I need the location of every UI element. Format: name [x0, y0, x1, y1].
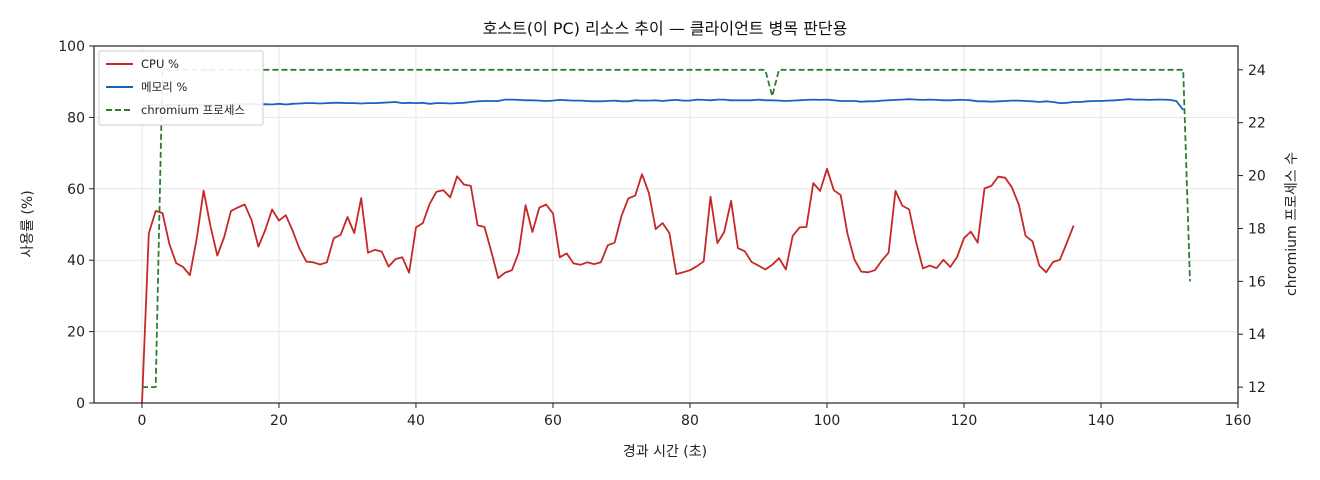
y2-axis-label: chromium 프로세스 수 [1284, 152, 1300, 296]
y2-tick-label: 24 [1248, 63, 1266, 79]
x-tick-label: 120 [951, 413, 978, 429]
y-axis-ticks: 0 20 40 60 80 100 [58, 39, 94, 412]
legend-label-2: chromium 프로세스 [141, 103, 245, 117]
x-axis-label: 경과 시간 (초) [623, 444, 707, 460]
series-line-2 [142, 68, 1191, 389]
plot-area-frame [93, 45, 1239, 404]
y2-tick-label: 16 [1248, 274, 1266, 290]
y-tick-label: 60 [67, 182, 85, 198]
x-tick-label: 20 [270, 413, 288, 429]
grid [94, 45, 1239, 404]
series-line-1 [141, 98, 1184, 111]
x-tick-label: 100 [814, 413, 841, 429]
legend-box [98, 50, 264, 126]
series-lines [141, 68, 1191, 404]
y-tick-label: 100 [58, 39, 85, 55]
x-tick-label: 60 [544, 413, 562, 429]
series-line-0 [141, 167, 1075, 404]
legend-label-1: 메모리 % [141, 80, 187, 94]
y2-tick-label: 22 [1248, 116, 1266, 132]
chart-title: 호스트(이 PC) 리소스 추이 — 클라이언트 병목 판단용 [483, 19, 848, 38]
y2-axis-ticks: 12 14 16 18 20 22 24 [1238, 63, 1266, 396]
x-tick-label: 80 [681, 413, 699, 429]
x-tick-label: 160 [1225, 413, 1252, 429]
y-tick-label: 0 [76, 396, 85, 412]
y-tick-label: 80 [67, 110, 85, 126]
x-tick-label: 40 [407, 413, 425, 429]
y2-tick-label: 12 [1248, 380, 1266, 396]
y2-tick-label: 14 [1248, 327, 1266, 343]
x-tick-label: 140 [1088, 413, 1115, 429]
y-tick-label: 40 [67, 253, 85, 269]
y-axis-label: 사용률 (%) [20, 190, 36, 257]
x-tick-label: 0 [137, 413, 146, 429]
y-tick-label: 20 [67, 325, 85, 341]
legend-label-0: CPU % [141, 57, 179, 71]
y2-tick-label: 20 [1248, 169, 1266, 185]
legend: CPU % 메모리 % chromium 프로세스 [98, 50, 264, 126]
y2-tick-label: 18 [1248, 221, 1266, 237]
x-axis-ticks: 0 20 40 60 80 100 120 140 160 [137, 403, 1251, 429]
